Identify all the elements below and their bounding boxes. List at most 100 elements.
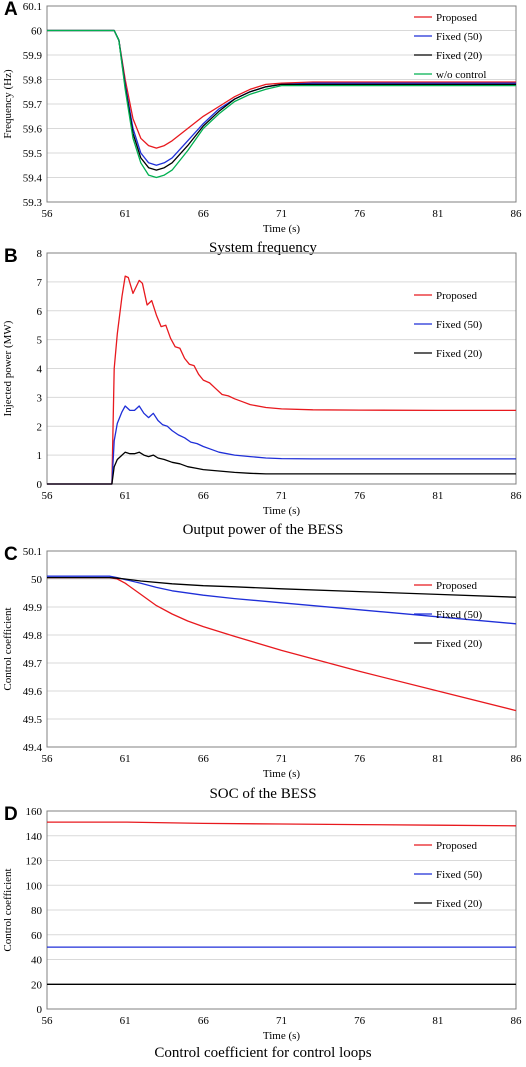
y-tick-label: 2 — [37, 421, 43, 433]
x-tick-label: 81 — [432, 208, 443, 220]
series-line-2 — [47, 576, 517, 598]
series-line-0 — [47, 29, 516, 149]
x-tick-label: 61 — [120, 753, 131, 765]
x-tick-label: 66 — [198, 1015, 210, 1027]
control-coefficient-chart: 0 20 40 60 80 100 120 140 160 56 61 66 71 76 81 86 Propo… — [2, 806, 522, 1042]
legend-entry: w/o control — [436, 69, 486, 81]
panel-label: A — [4, 0, 18, 20]
x-tick-label: 76 — [354, 208, 366, 220]
chart-panel-b: B 0 1 2 3 4 5 6 7 8 56 61 66 71 76 81 86 Proposed Fixed (… — [0, 247, 526, 542]
y-tick-label: 60 — [31, 26, 43, 38]
y-tick-label: 50.1 — [23, 546, 42, 558]
legend-entry: Fixed (20) — [436, 50, 482, 62]
series-line-1 — [47, 405, 516, 485]
x-axis-title: Time (s) — [263, 768, 301, 780]
x-tick-label: 76 — [354, 490, 366, 502]
legend-entry: Proposed — [436, 580, 477, 592]
panel-label: B — [4, 246, 18, 267]
plot-frame — [46, 810, 517, 1010]
x-tick-label: 81 — [432, 1015, 443, 1027]
plot-frame — [46, 5, 517, 203]
y-tick-label: 60 — [31, 930, 43, 942]
x-tick-label: 56 — [42, 1015, 54, 1027]
x-tick-label: 56 — [42, 208, 54, 220]
y-tick-label: 59.7 — [23, 99, 43, 111]
y-tick-label: 100 — [26, 880, 43, 892]
x-tick-label: 66 — [198, 753, 210, 765]
panel-label: C — [4, 544, 18, 565]
plot-frame — [46, 550, 517, 748]
y-tick-label: 5 — [37, 335, 43, 347]
x-axis-title: Time (s) — [263, 1030, 301, 1042]
x-tick-label: 76 — [354, 753, 366, 765]
legend-entry: Fixed (50) — [436, 609, 482, 621]
legend-entry: Proposed — [436, 12, 477, 24]
frequency-chart: 59.3 59.4 59.5 59.6 59.7 59.8 59.9 60 60.1 56 61 66… — [2, 1, 523, 235]
y-tick-label: 59.6 — [23, 124, 43, 136]
chart-caption: Output power of the BESS — [182, 522, 344, 538]
y-tick-label: 49.7 — [23, 658, 43, 670]
y-tick-label: 20 — [31, 979, 43, 991]
y-tick-label: 80 — [31, 905, 43, 917]
x-tick-label: 81 — [432, 753, 443, 765]
y-tick-label: 6 — [37, 306, 43, 318]
legend-entry: Fixed (50) — [436, 319, 482, 331]
x-tick-label: 86 — [511, 753, 523, 765]
y-axis-title: Frequency (Hz) — [2, 69, 14, 139]
y-tick-label: 49.4 — [23, 742, 43, 754]
x-tick-label: 71 — [276, 753, 287, 765]
x-tick-label: 86 — [511, 490, 523, 502]
y-tick-label: 50 — [31, 574, 43, 586]
x-tick-label: 71 — [276, 490, 287, 502]
panel-label: D — [4, 804, 18, 825]
legend-entry: Fixed (50) — [436, 31, 482, 43]
y-tick-label: 60.1 — [23, 1, 42, 13]
legend-entry: Fixed (20) — [436, 638, 482, 650]
chart-panel-a: A 59.3 59.4 59.5 59.6 59.7 59.8 59.9 60 60.1 56 61… — [0, 0, 526, 262]
y-tick-label: 0 — [37, 479, 43, 491]
chart-caption: SOC of the BESS — [209, 786, 317, 802]
y-tick-label: 7 — [37, 277, 43, 289]
x-tick-label: 61 — [120, 208, 131, 220]
x-tick-label: 81 — [432, 490, 443, 502]
y-tick-label: 59.9 — [23, 50, 43, 62]
legend-entry: Fixed (20) — [436, 898, 482, 910]
series-line-0 — [47, 821, 517, 827]
y-tick-label: 59.5 — [23, 148, 43, 160]
x-tick-label: 71 — [276, 1015, 287, 1027]
chart-panel-d: D 0 20 40 60 80 100 120 140 160 56 61 66 71 76 81 86 Pro… — [0, 805, 526, 1067]
legend-entry: Fixed (50) — [436, 869, 482, 881]
y-tick-label: 49.8 — [23, 630, 43, 642]
soc-chart: 49.4 49.5 49.6 49.7 49.8 49.9 50 50.1 56 61 66 71 76… — [2, 546, 523, 780]
y-tick-label: 49.9 — [23, 602, 43, 614]
y-tick-label: 59.3 — [23, 197, 43, 209]
chart-panel-c: C 49.4 49.5 49.6 49.7 49.8 49.9 50 50.1 56 61 66 71… — [0, 545, 526, 805]
x-tick-label: 61 — [120, 1015, 131, 1027]
series-line-0 — [47, 576, 517, 712]
y-tick-label: 59.8 — [23, 75, 43, 87]
x-axis-title: Time (s) — [263, 223, 301, 235]
y-tick-label: 1 — [37, 450, 43, 462]
y-tick-label: 0 — [37, 1004, 43, 1016]
x-tick-label: 61 — [120, 490, 131, 502]
x-tick-label: 66 — [198, 490, 210, 502]
y-tick-label: 8 — [37, 248, 43, 260]
legend-entry: Proposed — [436, 290, 477, 302]
y-tick-label: 3 — [37, 392, 43, 404]
y-tick-label: 160 — [26, 806, 43, 818]
x-tick-label: 66 — [198, 208, 210, 220]
x-tick-label: 86 — [511, 208, 523, 220]
y-axis-title: Control coefficient — [2, 868, 14, 951]
x-tick-label: 71 — [276, 208, 287, 220]
x-axis-title: Time (s) — [263, 505, 301, 517]
series-line-2 — [47, 451, 516, 485]
y-tick-label: 49.5 — [23, 714, 43, 726]
y-tick-label: 120 — [26, 856, 43, 868]
chart-caption: System frequency — [209, 240, 317, 256]
legend-entry: Proposed — [436, 840, 477, 852]
x-tick-label: 56 — [42, 490, 54, 502]
y-tick-label: 4 — [37, 364, 43, 376]
y-axis-title: Injected power (MW) — [2, 320, 14, 416]
x-tick-label: 76 — [354, 1015, 366, 1027]
y-axis-title: Control coefficient — [2, 607, 14, 690]
